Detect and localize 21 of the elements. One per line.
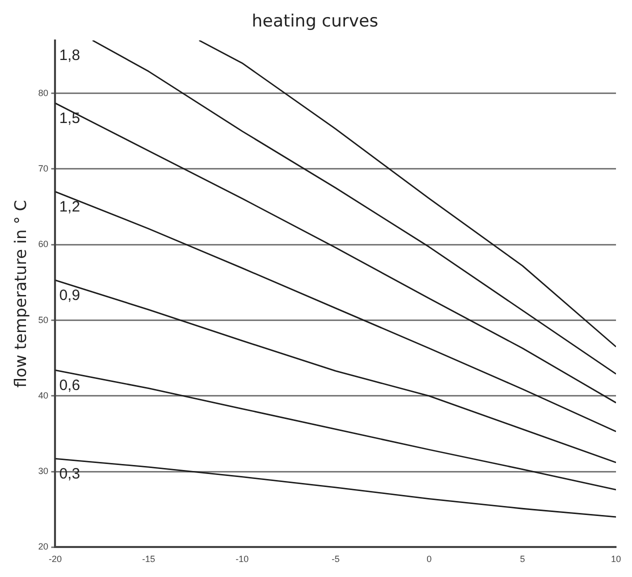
y-tick-label: 50 — [38, 314, 48, 325]
y-tick-label: 40 — [38, 390, 48, 400]
series-label: 1,2 — [59, 198, 80, 216]
y-tick-label: 20 — [38, 542, 48, 552]
series-label: 1,8 — [59, 47, 80, 64]
y-tick-label: 70 — [38, 163, 48, 174]
x-tick-label: -10 — [236, 554, 249, 564]
x-tick-label: -20 — [48, 554, 62, 564]
x-tick-label: -5 — [332, 554, 340, 564]
x-tick-label: -15 — [142, 554, 156, 564]
series-label: 1,5 — [59, 110, 80, 127]
series-label: 0,9 — [59, 286, 80, 304]
y-tick-label: 80 — [38, 88, 48, 98]
x-tick-label: 10 — [610, 554, 621, 564]
y-tick-label: 60 — [38, 239, 48, 250]
y-axis-title: flow temperature in ° C — [10, 200, 30, 388]
x-tick-label: 0 — [426, 554, 432, 564]
x-tick-label: 5 — [520, 554, 526, 564]
y-tick-label: 30 — [38, 466, 48, 476]
chart-title: heating curves — [252, 12, 378, 32]
series-label: 0,6 — [59, 376, 80, 394]
